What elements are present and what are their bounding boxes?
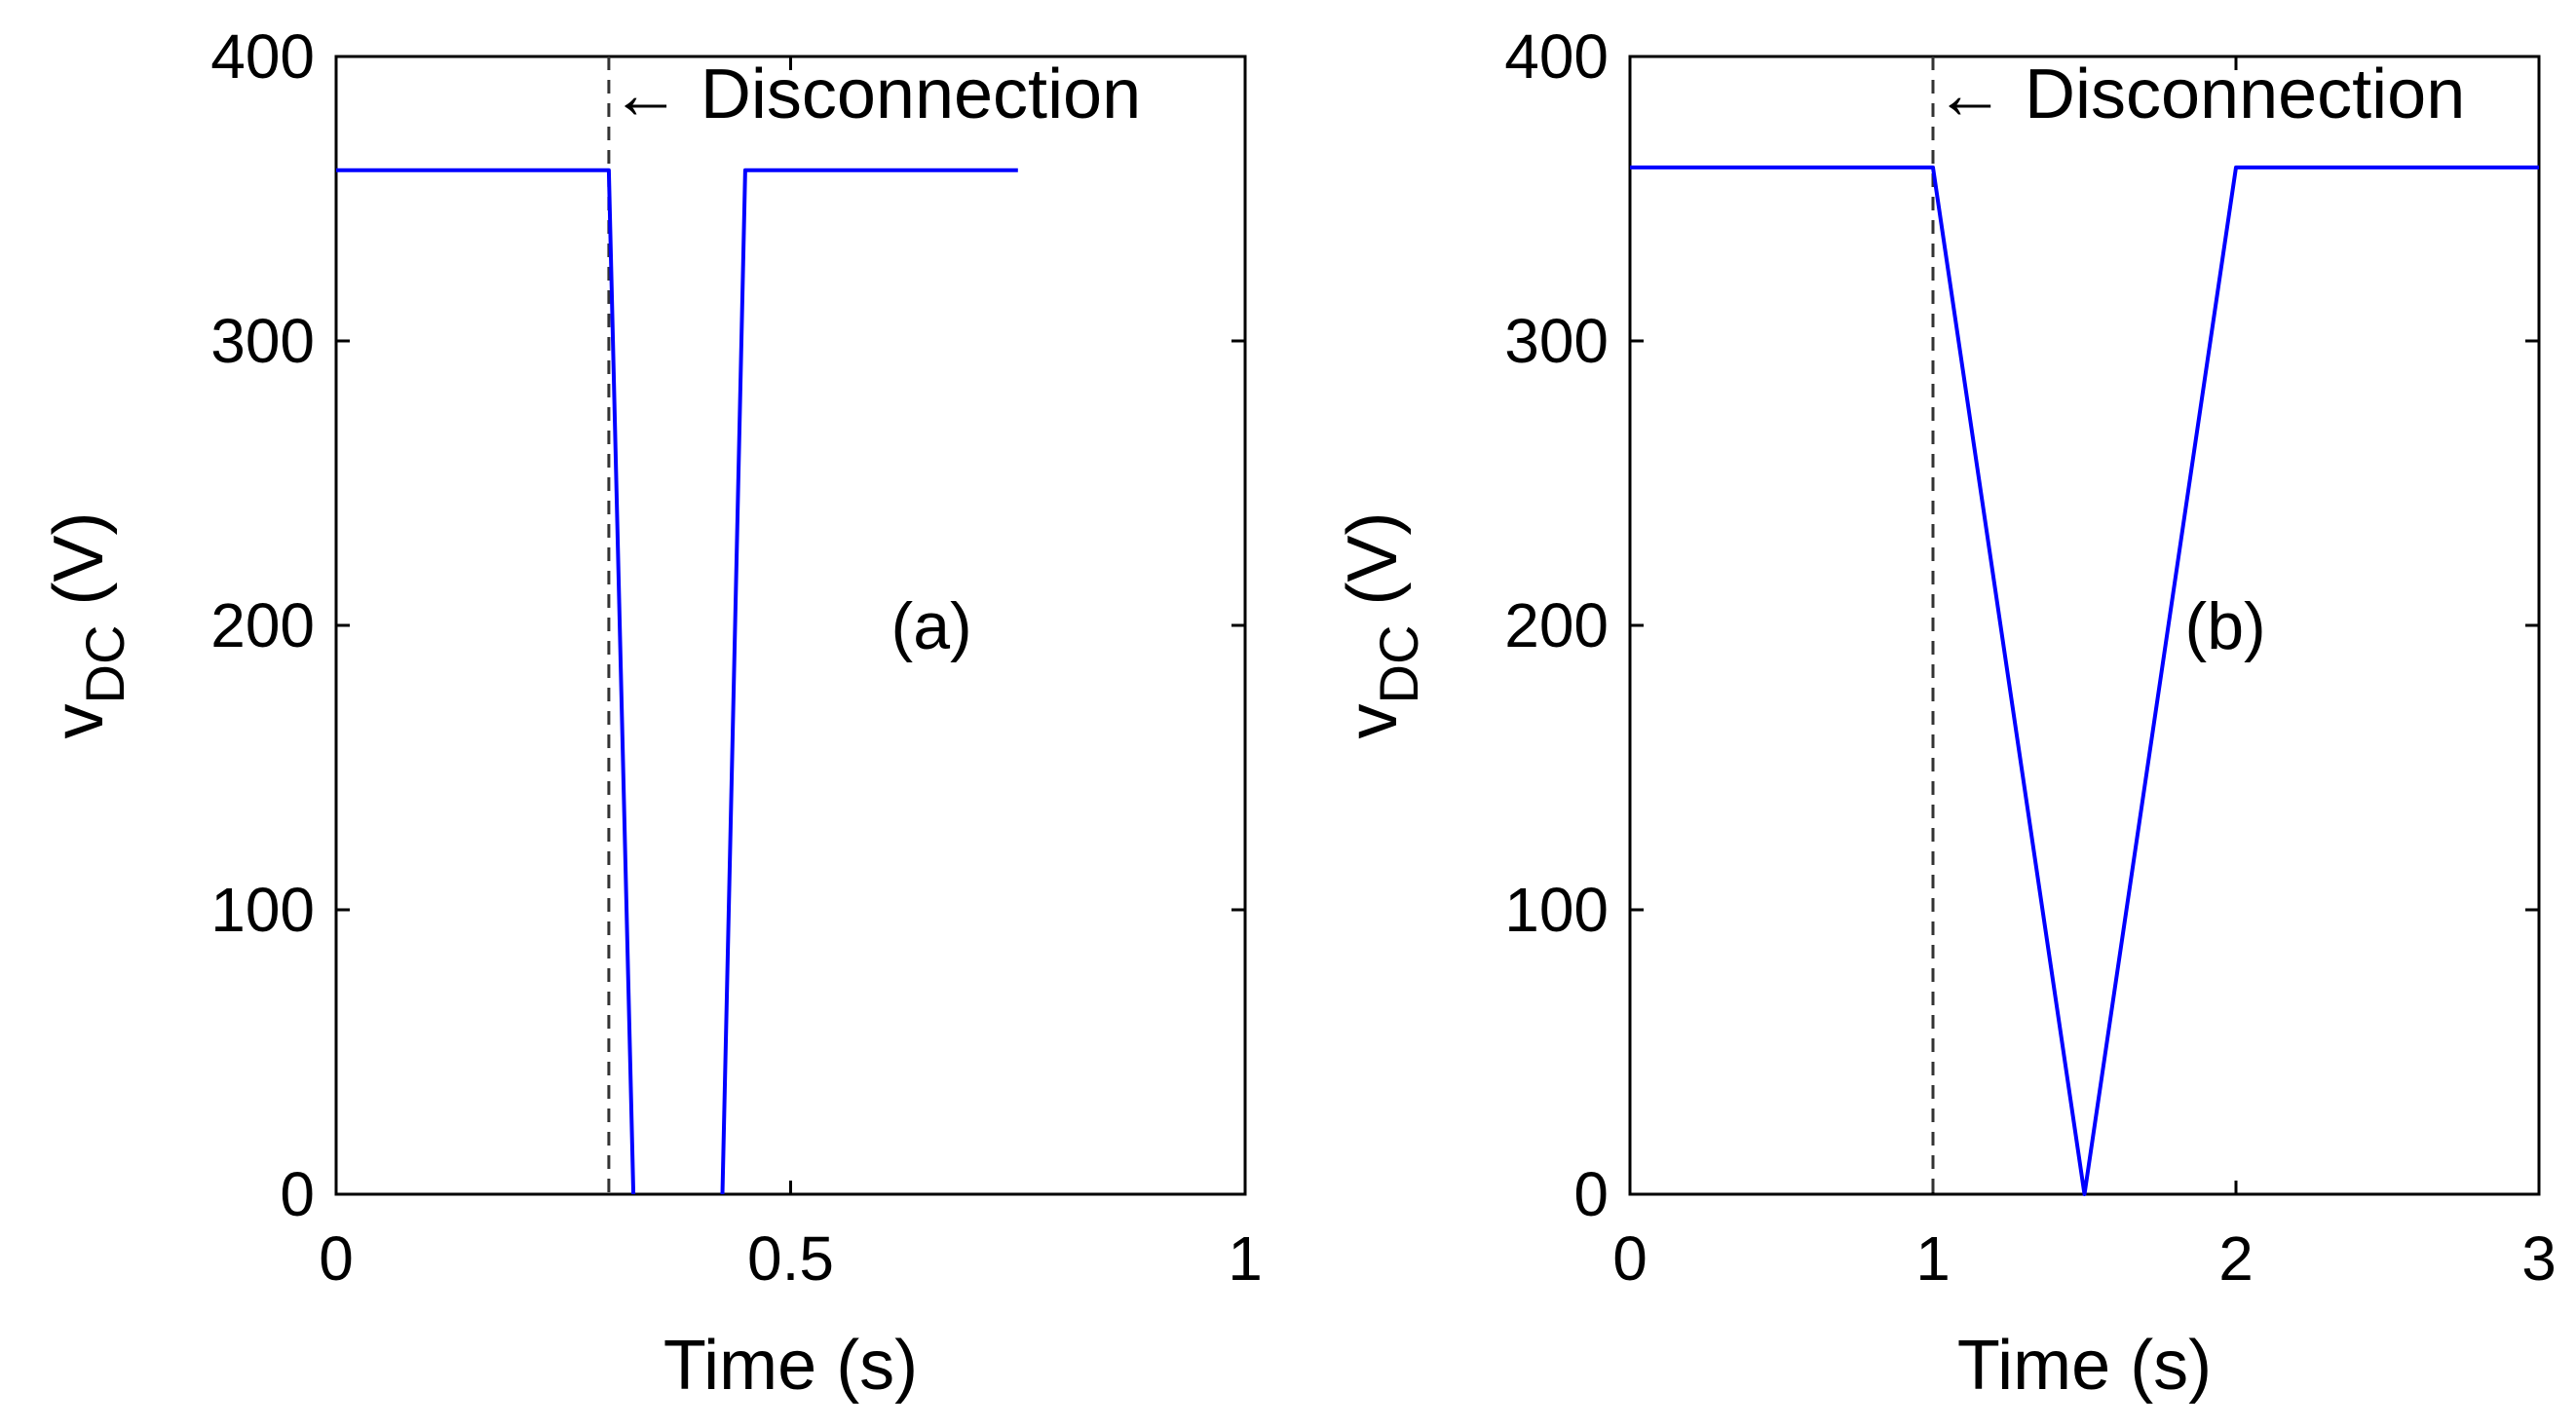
series-line-vdc: [1630, 165, 2539, 1196]
axes-frame: [334, 55, 1247, 1196]
x-tick-label: 3: [2521, 1223, 2557, 1294]
y-tick-label: 100: [210, 875, 315, 945]
x-tick-label: 0: [1612, 1223, 1648, 1294]
y-axis-label-subscript: DC: [1368, 625, 1429, 704]
y-tick-label: 300: [210, 306, 315, 376]
panel-label: (a): [891, 589, 972, 663]
x-tick-label: 2: [2218, 1223, 2254, 1294]
panel-label: (b): [2185, 589, 2266, 663]
y-tick-label: 400: [210, 21, 315, 92]
annotation-disconnection: ← Disconnection: [611, 56, 1141, 133]
x-axis-label: Time (s): [1957, 1327, 2212, 1405]
y-tick-label: 0: [280, 1159, 315, 1229]
y-tick-label: 200: [210, 590, 315, 660]
y-tick-label: 200: [1504, 590, 1609, 660]
chart-panel-a: 0 0.5 1 0 100 200 300 400 Time (s) vDC (V) ← Disco…: [40, 21, 1263, 1405]
y-axis-label-subscript: DC: [74, 625, 135, 704]
axes-frame: [1628, 55, 2541, 1196]
y-axis-label: vDC (V): [1334, 512, 1429, 739]
y-tick-label: 400: [1504, 21, 1609, 92]
y-axis-label-main: v: [1334, 703, 1412, 738]
y-tick-label: 300: [1504, 306, 1609, 376]
y-axis-label-main: v: [40, 703, 118, 738]
y-tick-label: 0: [1573, 1159, 1609, 1229]
y-axis-label-unit: (V): [40, 512, 118, 625]
x-tick-label: 0: [319, 1223, 354, 1294]
chart-panel-b: 0 1 2 3 0 100 200 300 400 Time (s) vDC (V) ← Discon…: [1334, 21, 2557, 1405]
y-axis-label-unit: (V): [1334, 512, 1412, 625]
series-line-vdc: [336, 168, 1018, 1195]
x-tick-label: 1: [1228, 1223, 1263, 1294]
y-axis-label: vDC (V): [40, 512, 135, 739]
x-tick-label: 1: [1915, 1223, 1951, 1294]
y-tick-label: 100: [1504, 875, 1609, 945]
annotation-disconnection: ← Disconnection: [1935, 56, 2465, 133]
x-axis-label: Time (s): [663, 1327, 918, 1405]
x-tick-label: 0.5: [747, 1223, 834, 1294]
